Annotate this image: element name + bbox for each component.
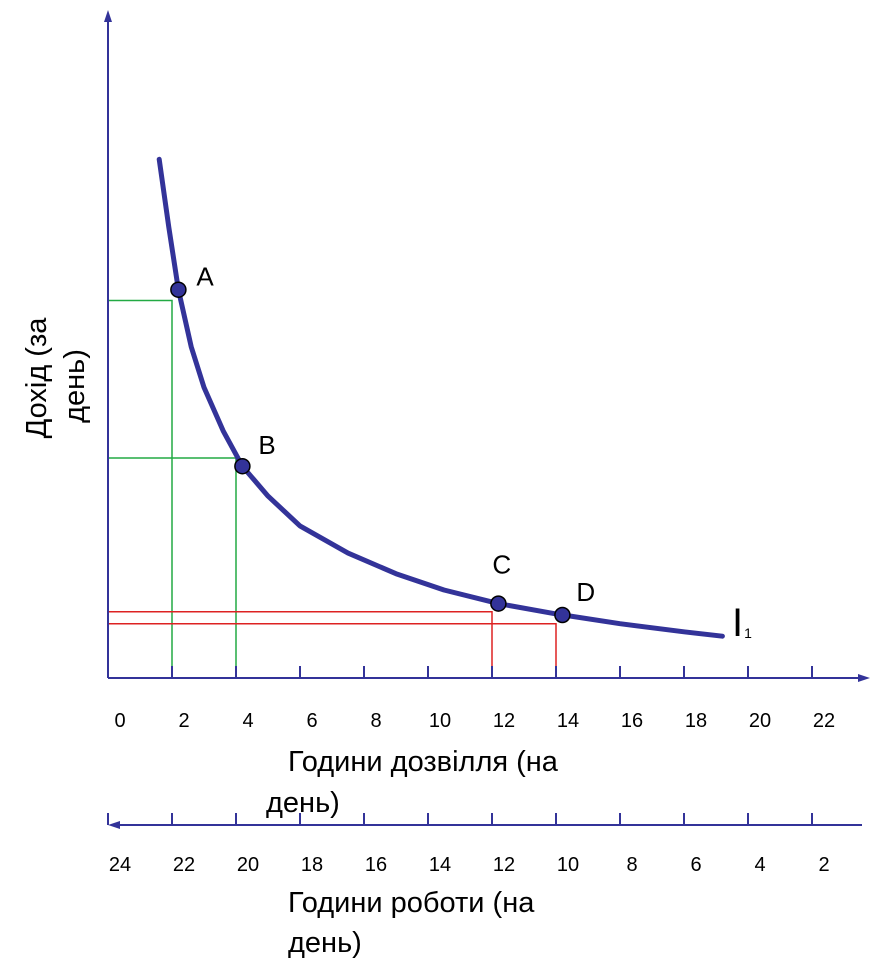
- x2-tick-label: 18: [301, 854, 323, 876]
- x-tick-label: 22: [813, 710, 835, 732]
- x-tick-label: 20: [749, 710, 771, 732]
- projection-line: [108, 299, 173, 678]
- x-tick-label: 0: [114, 710, 125, 732]
- x2-tick-label: 24: [109, 854, 131, 876]
- x2-tick-label: 2: [818, 854, 829, 876]
- x2-tick-label: 12: [493, 854, 515, 876]
- x-tick-label: 2: [178, 710, 189, 732]
- x-axis-arrowhead: [858, 674, 870, 682]
- projection-lines: [108, 299, 557, 678]
- x-axis-title-line-1: Години дозвілля (на: [288, 746, 559, 778]
- x2-tick-label: 14: [429, 854, 451, 876]
- indifference-curve-line: [156, 156, 725, 639]
- data-point: [234, 457, 251, 475]
- y-axis-title-line-1: Дохід (за: [21, 317, 53, 439]
- x2-tick-label: 10: [557, 854, 579, 876]
- x-tick-label: 18: [685, 710, 707, 732]
- tick-labels: 0246810121416182022242422201816141210864…: [109, 710, 835, 876]
- x2-axis-title-line-1: Години роботи (на: [288, 887, 535, 919]
- x-tick-label: 14: [557, 710, 579, 732]
- x-axis-title-line-2: день): [266, 787, 340, 819]
- x2-axis-arrowhead: [108, 821, 120, 829]
- y-axis-arrowhead: [104, 10, 112, 22]
- x2-tick-label: 8: [626, 854, 637, 876]
- x-tick-label: 4: [242, 710, 253, 732]
- data-point: [170, 281, 187, 298]
- x2-axis-title-line-2: день): [288, 927, 362, 959]
- data-point-label: A: [196, 262, 214, 292]
- data-point: [554, 606, 571, 624]
- x2-tick-label: 6: [690, 854, 701, 876]
- x-tick-label: 10: [429, 710, 451, 732]
- x2-tick-label: 22: [173, 854, 195, 876]
- curve-layer: [156, 156, 725, 639]
- x-tick-label: 8: [370, 710, 381, 732]
- projection-line: [108, 610, 493, 678]
- x2-tick-label: 4: [754, 854, 765, 876]
- x2-tick-label: 16: [365, 854, 387, 876]
- points-layer: A B C D: [170, 262, 595, 624]
- data-point-label: D: [576, 577, 595, 607]
- axis-ticks: [107, 666, 813, 825]
- data-point-label: B: [258, 430, 275, 460]
- y-axis-title-line-2: день): [59, 349, 91, 423]
- data-point: [490, 595, 507, 612]
- data-point-label: C: [492, 550, 511, 580]
- x-tick-label: 16: [621, 710, 643, 732]
- curve-label: I1: [732, 601, 752, 645]
- x-tick-label: 6: [306, 710, 317, 732]
- x2-tick-label: 20: [237, 854, 259, 876]
- projection-line: [108, 622, 557, 678]
- x-tick-label: 12: [493, 710, 515, 732]
